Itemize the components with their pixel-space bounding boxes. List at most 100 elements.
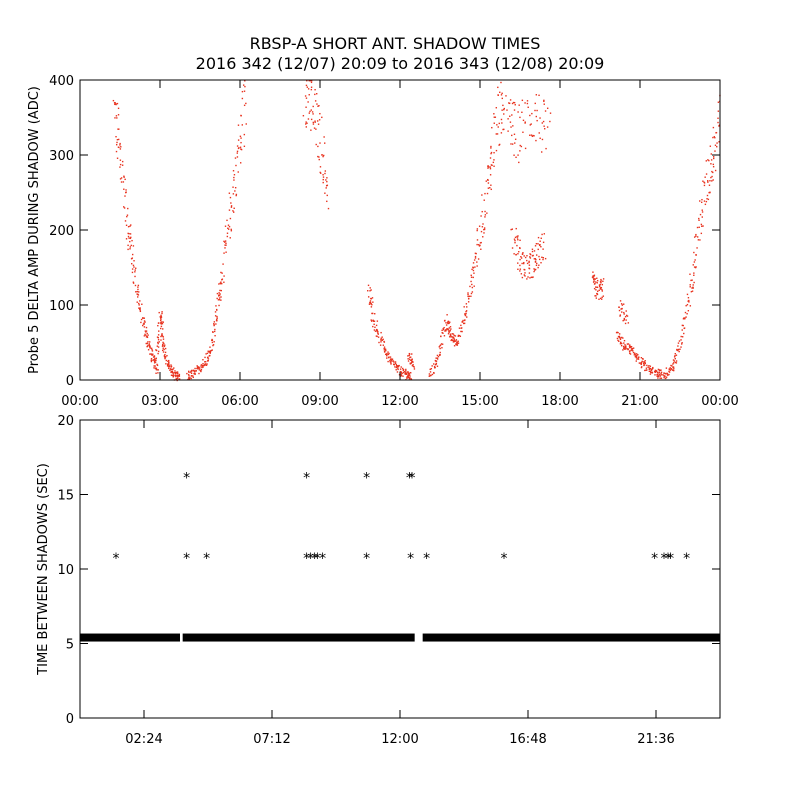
red-data-point [497, 86, 499, 89]
red-data-point [487, 182, 490, 184]
red-data-point [134, 275, 136, 278]
red-data-point [139, 308, 141, 310]
red-data-point [593, 287, 596, 290]
red-data-point [707, 180, 709, 182]
red-data-point [495, 107, 498, 109]
red-data-point [532, 276, 534, 278]
red-data-point [187, 378, 189, 381]
red-data-point [712, 166, 715, 168]
red-data-point [532, 134, 534, 137]
red-data-point [308, 112, 311, 114]
red-data-point [441, 332, 443, 334]
red-data-point [175, 371, 178, 374]
red-data-point [717, 117, 719, 119]
red-data-point [517, 262, 519, 264]
red-data-point [164, 347, 167, 350]
red-data-point [409, 376, 411, 378]
red-data-point [140, 321, 142, 324]
red-data-point [198, 372, 200, 375]
red-data-point [317, 145, 319, 148]
red-data-point [240, 114, 242, 117]
red-data-point [459, 335, 462, 338]
red-data-point [316, 103, 318, 105]
red-data-point [601, 288, 603, 291]
red-data-point [461, 330, 463, 333]
red-data-point [452, 333, 455, 335]
red-data-point [662, 374, 664, 376]
red-data-point [480, 241, 482, 244]
red-data-point [326, 184, 329, 187]
red-data-point [127, 225, 130, 228]
red-data-point [400, 374, 403, 377]
red-data-point [467, 298, 470, 300]
red-data-point [707, 198, 710, 201]
red-data-point [208, 350, 211, 353]
red-data-point [124, 220, 127, 222]
red-data-point [150, 360, 153, 363]
red-data-point [495, 133, 497, 135]
red-data-point [500, 132, 503, 134]
red-data-point [643, 364, 646, 366]
red-data-point [407, 355, 409, 357]
red-data-point [119, 148, 122, 150]
red-data-point [309, 110, 311, 113]
red-data-point [125, 191, 127, 193]
red-data-point [530, 276, 533, 278]
red-data-point [113, 102, 116, 104]
red-data-point [691, 290, 694, 292]
red-data-point [670, 364, 672, 367]
red-data-point [370, 306, 373, 308]
red-data-point [119, 144, 121, 146]
red-data-point [325, 187, 327, 189]
red-data-point [535, 243, 538, 245]
asterisk-data-point: * [683, 551, 690, 567]
red-data-point [651, 368, 653, 370]
red-data-point [522, 119, 525, 122]
red-data-point [166, 364, 169, 366]
top-x-tick-label: 18:00 [541, 394, 578, 409]
red-data-point [403, 371, 405, 374]
red-data-point [170, 371, 172, 374]
red-data-point [396, 365, 399, 367]
red-data-point [402, 368, 405, 371]
top-y-axis: 0 100 200 300 400 [49, 74, 720, 389]
red-data-point [442, 332, 444, 334]
red-data-point [143, 317, 146, 319]
red-data-point [148, 343, 150, 345]
red-data-point [213, 321, 216, 323]
red-data-point [379, 344, 382, 346]
red-data-point [223, 281, 225, 283]
red-data-point [232, 210, 234, 212]
red-data-point [602, 280, 604, 283]
red-data-point [153, 365, 155, 367]
red-data-point [629, 346, 631, 349]
red-data-point [509, 99, 512, 101]
red-data-point [493, 152, 495, 154]
red-data-point [153, 359, 155, 361]
red-data-point [600, 286, 603, 289]
red-data-point [618, 306, 620, 308]
red-data-point [204, 361, 206, 363]
red-data-point [227, 228, 230, 230]
red-data-point [704, 203, 707, 206]
red-data-point [159, 316, 161, 318]
red-data-point [145, 334, 147, 337]
red-data-point [171, 370, 174, 373]
red-data-point [370, 302, 372, 305]
red-data-point [511, 228, 513, 230]
red-data-point [526, 100, 529, 102]
red-data-point [543, 103, 545, 105]
asterisk-data-point: * [183, 471, 190, 487]
red-data-point [407, 358, 409, 360]
red-data-point [312, 121, 314, 124]
red-data-point [375, 335, 378, 337]
red-data-point [174, 371, 176, 374]
red-data-point [137, 286, 139, 288]
red-data-point [216, 292, 219, 295]
red-data-point [521, 111, 523, 113]
red-data-point [700, 232, 703, 235]
red-data-point [214, 315, 217, 317]
red-data-point [433, 365, 436, 368]
red-data-point [117, 128, 119, 130]
red-data-point [467, 293, 469, 296]
